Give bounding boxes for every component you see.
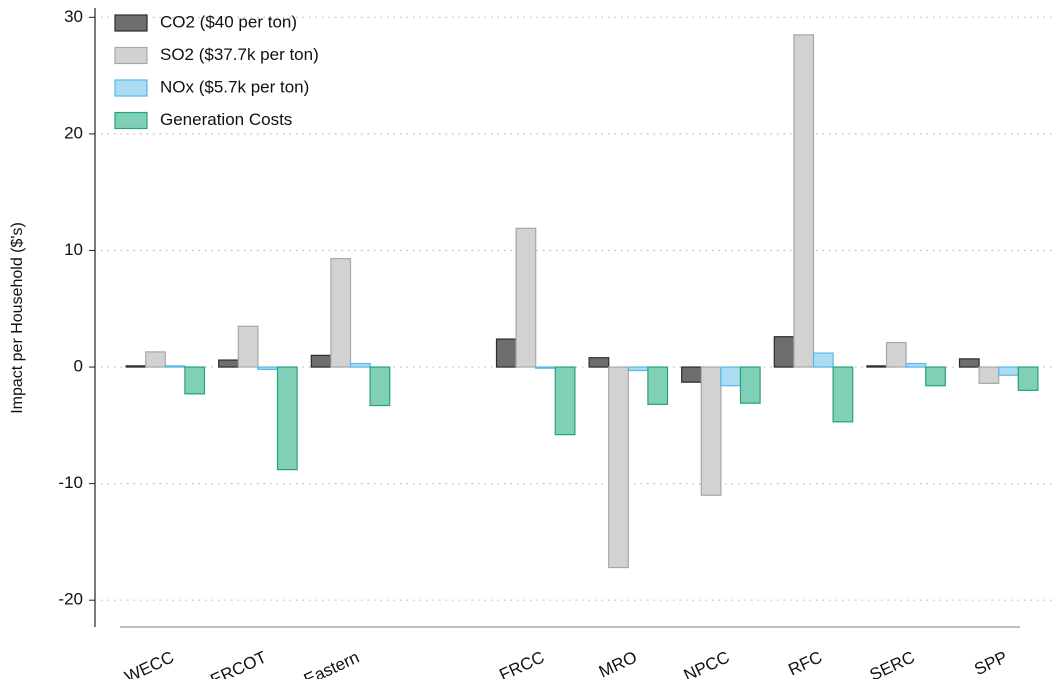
x-tick-label: Eastern xyxy=(301,647,362,679)
y-tick-label: 20 xyxy=(64,123,83,142)
bar xyxy=(700,366,722,496)
bar xyxy=(608,366,629,569)
legend-swatch xyxy=(114,79,148,97)
y-tick-label: -20 xyxy=(58,590,83,609)
bar xyxy=(905,362,927,368)
bar xyxy=(276,366,298,471)
bar xyxy=(647,366,669,405)
bar xyxy=(515,227,537,368)
bar xyxy=(793,34,815,368)
bar xyxy=(330,258,352,368)
y-tick-label: 0 xyxy=(74,357,83,376)
bar xyxy=(885,341,907,368)
legend-label: NOx ($5.7k per ton) xyxy=(160,77,309,96)
bar xyxy=(369,366,391,407)
bar xyxy=(681,366,702,383)
legend-label: CO2 ($40 per ton) xyxy=(160,12,297,31)
bar xyxy=(495,338,517,368)
bar xyxy=(184,366,206,395)
bar xyxy=(237,325,259,368)
bar xyxy=(627,366,649,372)
bar xyxy=(535,366,556,369)
x-tick-label: NPCC xyxy=(681,647,733,679)
bar xyxy=(1017,366,1039,391)
y-tick-label: -10 xyxy=(58,473,83,492)
legend-swatch xyxy=(114,14,148,32)
bar xyxy=(866,365,888,368)
bar xyxy=(310,354,332,368)
legend-label: SO2 ($37.7k per ton) xyxy=(160,45,319,64)
bar xyxy=(218,359,239,368)
bar xyxy=(145,351,166,368)
legend-label: Generation Costs xyxy=(160,110,292,129)
y-tick-label: 30 xyxy=(64,7,83,26)
x-tick-label: MRO xyxy=(596,647,640,679)
bar xyxy=(832,366,854,423)
bar xyxy=(554,366,576,436)
bar xyxy=(812,352,834,368)
bar xyxy=(125,365,147,368)
bar xyxy=(588,357,610,368)
x-tick-label: SERC xyxy=(867,647,918,679)
y-tick-label: 10 xyxy=(64,240,83,259)
x-tick-label: RFC xyxy=(785,647,825,679)
bar xyxy=(720,366,742,387)
bar xyxy=(978,366,1000,384)
x-tick-label: SPP xyxy=(971,647,1010,679)
bar xyxy=(164,365,186,368)
bar xyxy=(925,366,946,387)
bar xyxy=(257,366,279,370)
bar xyxy=(739,366,761,404)
x-tick-label: WECC xyxy=(122,647,177,679)
x-tick-label: FRCC xyxy=(496,647,547,679)
bar xyxy=(773,336,795,368)
bar xyxy=(998,366,1019,376)
y-axis-label: Impact per Household ($'s) xyxy=(9,222,26,414)
x-tick-label: ERCOT xyxy=(208,647,270,679)
bar xyxy=(958,358,980,368)
legend-swatch xyxy=(114,46,148,65)
bar xyxy=(349,362,371,368)
legend-swatch xyxy=(114,111,148,130)
